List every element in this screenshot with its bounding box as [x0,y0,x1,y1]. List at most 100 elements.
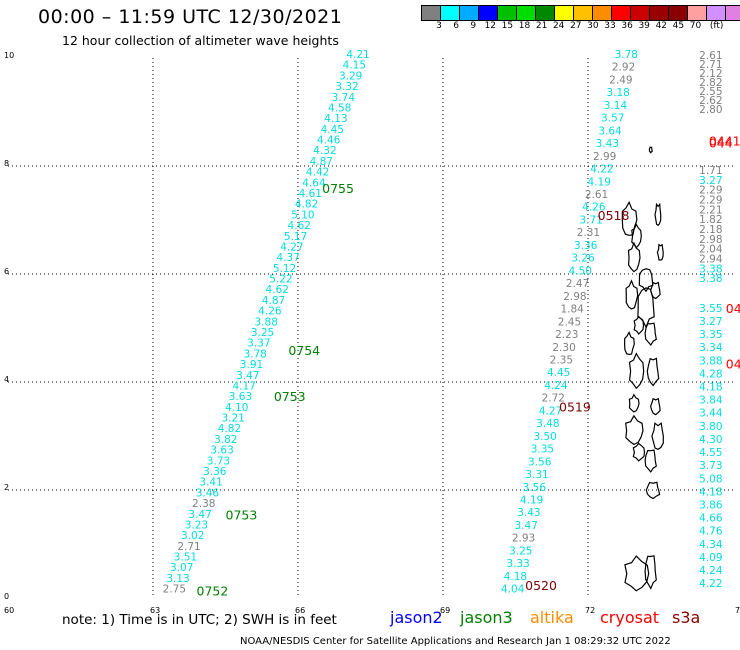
wave-height-label: 5.12 [273,263,296,275]
wave-height-label: 2.12 [699,68,722,80]
island-outline [625,414,644,446]
legend-label: 21 [535,21,548,31]
legend-label: 6 [453,21,459,31]
color-legend [421,5,740,21]
wave-height-label: 4.27 [539,405,562,417]
pass-time-label: 0520 [525,578,557,593]
wave-height-label: 4.87 [262,295,285,307]
wave-height-label: 4.45 [547,367,570,379]
wave-height-label: 3.46 [196,487,220,499]
wave-height-label: 3.43 [596,138,619,150]
wave-height-label: 3.78 [615,49,638,61]
island-outline [632,442,646,462]
wave-height-label: 4.22 [699,578,722,590]
wave-height-label: 3.44 [699,408,723,420]
wave-height-label: 3.34 [699,342,723,354]
y-tick-label: 0 [4,592,9,601]
wave-height-label: 3.07 [170,562,193,574]
wave-height-label: 2.23 [555,329,578,341]
wave-height-label: 3.55 [699,303,722,315]
wave-height-label: 2.21 [699,204,722,216]
wave-height-label: 3.41 [199,477,222,489]
wave-height-label: 3.71 [579,214,602,226]
legend-label: 30 [587,21,599,31]
wave-height-label: 4.37 [277,252,300,264]
wave-height-label: 1.82 [699,214,722,226]
page-subtitle: 12 hour collection of altimeter wave hei… [62,33,339,48]
wave-height-label: 3.82 [214,434,237,446]
wave-height-label: 3.43 [517,507,540,519]
wave-height-label: 2.38 [192,498,215,510]
wave-height-label: 3.73 [699,460,722,472]
wave-height-label: 2.35 [550,354,573,366]
wave-height-label: 3.57 [601,113,624,125]
y-tick-label: 2 [4,483,9,492]
island-outline [651,422,664,450]
wave-height-label: 1.84 [560,304,584,316]
wave-height-label: 2.29 [699,185,722,197]
wave-height-label: 4.21 [346,49,369,61]
wave-height-label: 3.88 [699,355,722,367]
wave-height-label: 3.51 [174,552,197,564]
wave-height-label: 4.18 [504,571,527,583]
y-tick-label: 4 [4,375,9,384]
wave-height-label: 4.09 [699,552,722,564]
legend-label: 70 [689,21,702,31]
wave-height-label: 4.13 [324,113,347,125]
wave-height-label: 2.98 [563,291,586,303]
wave-height-label: 3.48 [536,418,559,430]
x-tick-label: 69 [440,606,450,615]
x-tick-label: 75 [735,606,740,615]
x-tick-label: 66 [295,606,305,615]
wave-height-label: 4.19 [588,176,611,188]
wave-height-label: 3.18 [606,87,629,99]
x-tick-label: 60 [4,606,14,615]
wave-height-label: 3.35 [531,444,554,456]
wave-height-label: 4.55 [699,447,722,459]
wave-height-label: 4.32 [313,145,336,157]
wave-height-label: 2.04 [699,244,723,256]
wave-height-label: 3.35 [699,329,722,341]
legend-label: 39 [638,21,650,31]
satellite-cryosat: cryosat [600,608,660,627]
wave-height-label: 3.91 [240,359,263,371]
wave-height-label: 3.56 [523,482,547,494]
island-outline [648,146,653,154]
wave-height-label: 2.75 [163,584,186,596]
satellite-jason2: jason2 [390,608,443,627]
wave-height-label: 4.30 [699,434,722,446]
wave-height-label: 3.23 [185,519,208,531]
island-outline [646,357,660,387]
satellite-jason3: jason3 [460,608,513,627]
island-outline [625,279,639,310]
wave-height-label: 4.28 [699,368,722,380]
wave-height-label: 3.33 [506,558,529,570]
wave-height-label: 2.93 [512,533,535,545]
wave-height-label: 3.21 [221,413,244,425]
wave-height-label: 2.92 [612,62,635,74]
wave-height-label: 3.88 [255,316,278,328]
y-tick-label: 10 [4,51,14,60]
island-outline [628,393,640,413]
pass-time-label: 0753 [226,508,258,523]
wave-height-label: 4.22 [590,164,613,176]
wave-height-label: 2.80 [699,104,722,116]
wave-height-label: 3.86 [699,500,723,512]
island-outline [649,281,661,300]
wave-height-label: 4.27 [280,241,303,253]
pass-time-label: 04 [726,357,740,372]
wave-height-label: 4.24 [544,380,568,392]
wave-height-label: 4.50 [569,265,592,277]
island-outline [624,555,650,592]
pass-time-label: 0752 [197,583,229,598]
wave-height-label: 4.24 [699,565,723,577]
wave-height-label: 2.71 [177,541,200,553]
legend-label: 15 [501,21,514,31]
wave-height-label: 3.63 [229,391,252,403]
legend-label: 18 [518,21,531,31]
note-text: note: 1) Time is in UTC; 2) SWH is in fe… [62,612,337,628]
wave-height-label: 4.82 [218,423,241,435]
wave-height-label: 4.34 [699,539,723,551]
wave-height-label: 3.25 [251,327,274,339]
wave-height-label: 2.94 [699,253,723,265]
